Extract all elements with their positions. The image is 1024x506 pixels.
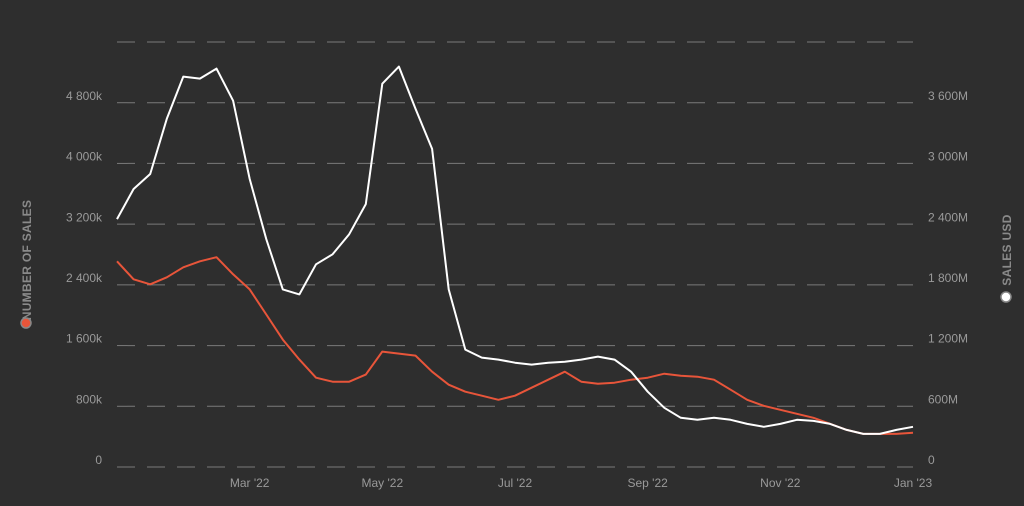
y2-axis-title: SALES USD: [1000, 214, 1014, 285]
y2-tick-label: 2 400M: [928, 210, 968, 224]
y2-tick-label: 1 200M: [928, 332, 968, 346]
legend-marker: [20, 317, 32, 329]
series-line: [116, 256, 914, 435]
x-tick-label: Nov '22: [760, 476, 801, 490]
y2-tick-label: 3 600M: [928, 89, 968, 103]
y-tick-label: 4 000k: [66, 150, 103, 164]
legend-marker: [1000, 291, 1012, 303]
y-tick-label: 3 200k: [66, 210, 103, 224]
y2-tick-label: 3 000M: [928, 150, 968, 164]
x-tick-label: Mar '22: [230, 476, 270, 490]
x-tick-label: May '22: [362, 476, 404, 490]
x-tick-label: Jan '23: [894, 476, 933, 490]
y2-tick-label: 1 800M: [928, 271, 968, 285]
x-tick-label: Sep '22: [628, 476, 669, 490]
y-axis-title: NUMBER OF SALES: [20, 200, 34, 321]
y-tick-label: 4 800k: [66, 89, 103, 103]
y-axis-title-group: NUMBER OF SALES: [20, 200, 34, 321]
y-tick-label: 0: [95, 453, 102, 467]
series-line: [116, 65, 914, 435]
y2-tick-label: 0: [928, 453, 935, 467]
y-tick-label: 1 600k: [66, 332, 103, 346]
y2-tick-label: 600M: [928, 392, 958, 406]
y-tick-label: 800k: [76, 392, 103, 406]
y2-axis-title-group: SALES USD: [1000, 214, 1014, 285]
y-tick-label: 2 400k: [66, 271, 103, 285]
x-tick-label: Jul '22: [498, 476, 533, 490]
